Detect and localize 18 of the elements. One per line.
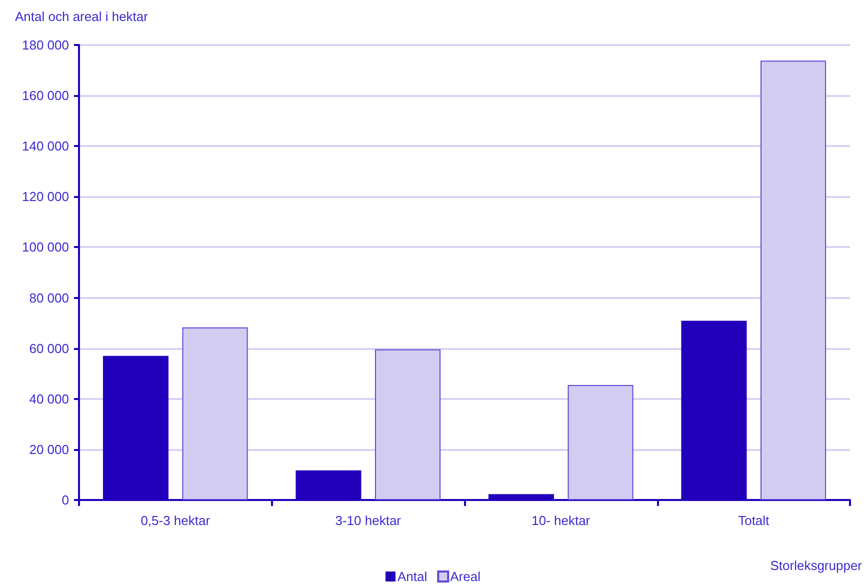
legend-label: Antal xyxy=(398,569,428,584)
y-tick-label: 100 000 xyxy=(22,240,69,255)
y-tick-label: 120 000 xyxy=(22,189,69,204)
y-tick-label: 80 000 xyxy=(29,290,69,306)
y-axis-title: Antal och areal i hektar xyxy=(15,9,149,24)
x-axis-title: Storleksgrupper xyxy=(770,558,863,573)
x-tick-label: 0,5-3 hektar xyxy=(140,513,211,528)
y-tick-label: 140 000 xyxy=(22,138,69,154)
y-tick-label: 40 000 xyxy=(29,391,69,406)
x-tick-label: 3-10 hektar xyxy=(335,513,402,528)
x-tick-label: 10- hektar xyxy=(532,513,591,528)
x-tick-label: Totalt xyxy=(738,513,770,528)
y-tick-label: 0 xyxy=(62,492,69,508)
legend-label: Areal xyxy=(450,569,481,584)
y-tick-label: 160 000 xyxy=(22,88,69,104)
y-tick-label: 20 000 xyxy=(29,442,69,457)
y-tick-label: 60 000 xyxy=(29,340,69,356)
y-tick-label: 180 000 xyxy=(22,38,69,52)
